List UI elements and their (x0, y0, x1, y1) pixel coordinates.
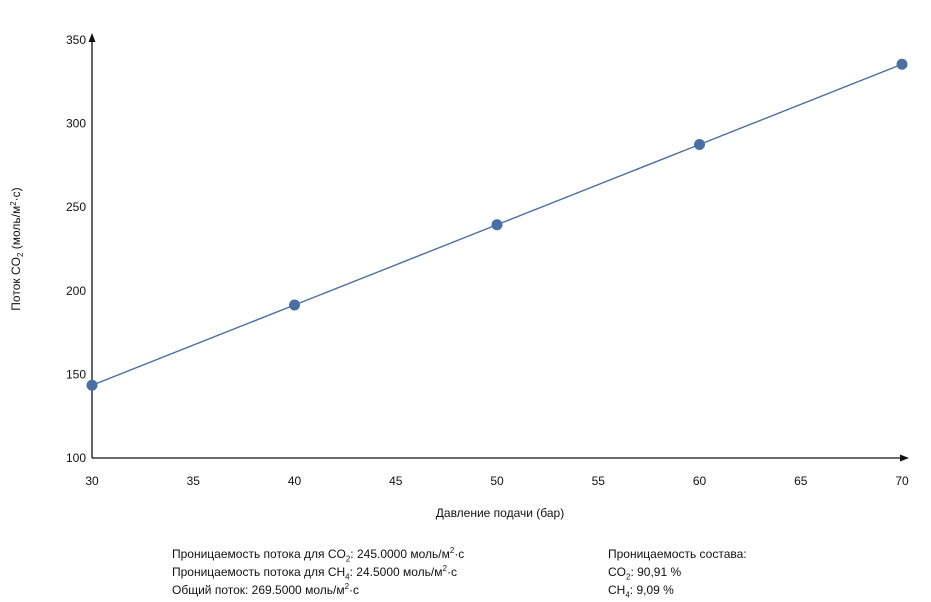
co2-flux-line: Проницаемость потока для CO2: 245.0000 м… (172, 546, 465, 564)
x-tick-label: 55 (592, 474, 606, 488)
y-axis-label: Поток CO2 (моль/м2·с) (9, 187, 25, 310)
y-axis-arrow (88, 33, 96, 42)
x-tick-label: 70 (895, 474, 909, 488)
x-ticks: 30 35 40 45 50 55 60 65 70 (85, 474, 909, 488)
y-tick-label: 250 (66, 200, 86, 214)
x-tick-label: 35 (187, 474, 201, 488)
y-tick-label: 350 (66, 33, 86, 47)
data-point (491, 219, 503, 231)
ch4-flux-line: Проницаемость потока для CH4: 24.5000 мо… (172, 564, 457, 582)
x-axis-arrow (900, 454, 909, 462)
y-ticks: 100 150 200 250 300 350 (66, 33, 86, 465)
composition-info: Проницаемость состава: CO2: 90,91 % CH4:… (608, 545, 747, 599)
chart: 30 35 40 45 50 55 60 65 70 100 150 200 250 300 350 Да… (9, 33, 909, 520)
data-point (86, 379, 98, 391)
x-tick-label: 45 (389, 474, 403, 488)
x-tick-label: 30 (85, 474, 99, 488)
data-point (289, 299, 300, 311)
y-tick-label: 200 (66, 284, 86, 298)
total-flux-line: Общий поток: 269.5000 моль/м2·с (172, 582, 360, 598)
y-tick-label: 100 (66, 451, 86, 465)
series (86, 58, 908, 391)
composition-heading: Проницаемость состава: (608, 547, 747, 561)
x-tick-label: 40 (288, 474, 302, 488)
data-point (694, 139, 705, 150)
y-tick-label: 300 (66, 117, 86, 131)
x-axis-label: Давление подачи (бар) (436, 506, 564, 520)
data-point (896, 58, 908, 70)
x-tick-label: 65 (794, 474, 808, 488)
flux-info: Проницаемость потока для CO2: 245.0000 м… (172, 545, 464, 599)
y-tick-label: 150 (66, 367, 86, 381)
x-tick-label: 50 (490, 474, 504, 488)
co2-composition-line: CO2: 90,91 % (608, 565, 682, 582)
ch4-composition-line: CH4: 9,09 % (608, 583, 674, 600)
axes (88, 33, 909, 462)
x-tick-label: 60 (693, 474, 707, 488)
